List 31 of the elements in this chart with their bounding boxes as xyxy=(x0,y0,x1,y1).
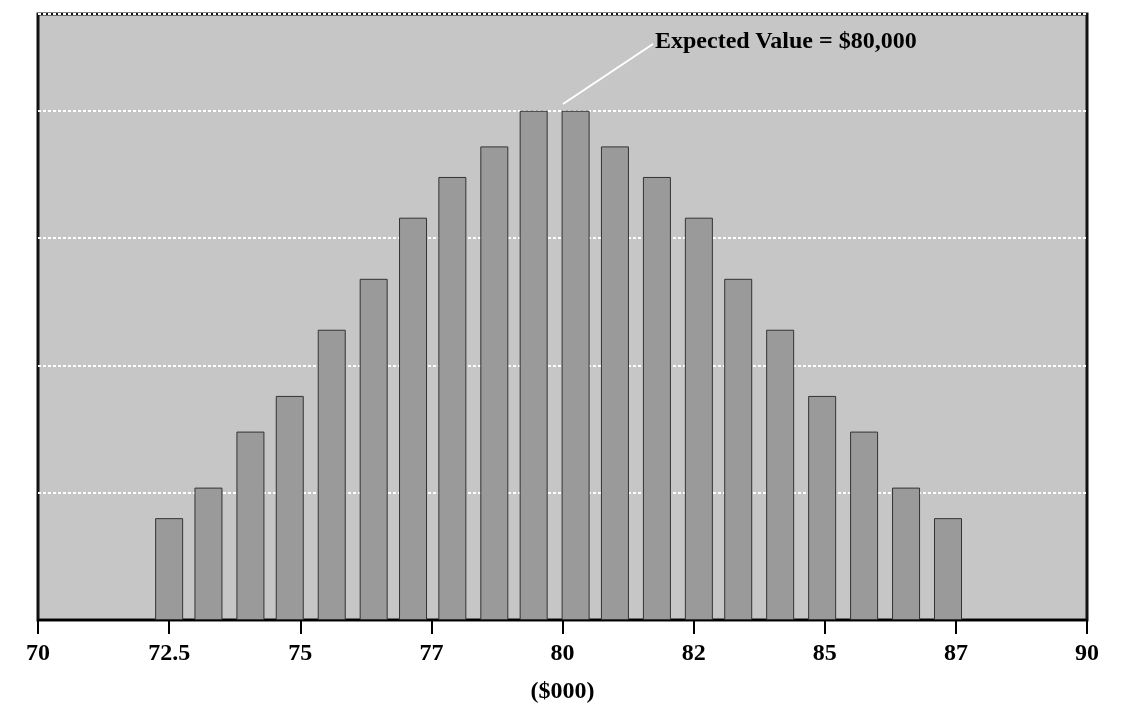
x-axis-title: ($000) xyxy=(530,677,595,703)
bar xyxy=(438,176,467,620)
bar xyxy=(317,329,346,620)
bar xyxy=(642,176,671,620)
x-tick-label: 70 xyxy=(26,639,50,665)
x-tick-label: 77 xyxy=(419,639,444,665)
bar xyxy=(766,329,795,620)
bar xyxy=(600,146,629,620)
bar xyxy=(561,110,590,620)
bar xyxy=(275,395,304,620)
bar xyxy=(359,278,388,620)
x-tick-label: 75 xyxy=(288,639,313,665)
x-tick-label: 80 xyxy=(550,639,575,665)
bar xyxy=(724,278,753,620)
x-tick-label: 87 xyxy=(943,639,968,665)
x-tick-label: 85 xyxy=(812,639,837,665)
bar xyxy=(155,518,184,620)
bar xyxy=(808,395,837,620)
bar xyxy=(194,487,223,620)
bar xyxy=(684,217,713,620)
bar xyxy=(934,518,963,620)
bar xyxy=(399,217,428,620)
bar xyxy=(892,487,921,620)
bar xyxy=(236,431,265,620)
bar xyxy=(519,110,548,620)
bar xyxy=(480,146,509,620)
x-tick-label: 82 xyxy=(681,639,706,665)
x-tick-label: 72.5 xyxy=(148,639,191,665)
bar xyxy=(850,431,879,620)
text: Expected Value = $80,000 xyxy=(655,27,917,53)
x-tick-label: 90 xyxy=(1075,639,1099,665)
